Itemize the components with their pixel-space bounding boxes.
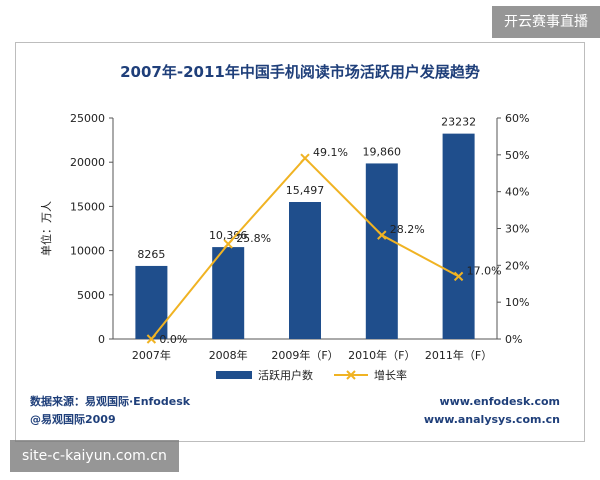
- y-tick-label-right: 40%: [505, 186, 529, 199]
- legend-label-line: 增长率: [374, 368, 407, 382]
- y-tick-label-left: 25000: [70, 112, 105, 125]
- y-tick-label-right: 20%: [505, 259, 529, 272]
- legend-marker-line: [346, 370, 356, 380]
- watermark-top-right: 开云赛事直播: [492, 6, 600, 38]
- bar-value-label: 15,497: [286, 184, 325, 197]
- y-axis-label: 单位：万人: [39, 201, 53, 256]
- growth-point-1: [223, 239, 233, 249]
- y-tick-label-left: 0: [98, 333, 105, 346]
- legend-swatch-bar: [216, 371, 252, 379]
- y-tick-label-left: 20000: [70, 156, 105, 169]
- growth-value-label: 17.0%: [467, 264, 502, 277]
- source-text: 数据来源：易观国际·Enfodesk: [30, 395, 191, 408]
- url-enfodesk: www.enfodesk.com: [439, 395, 560, 408]
- chart-svg: 0 5000 10000 15000 20000 25000 0% 10% 20% 30% 40% 5…: [39, 112, 529, 382]
- y-tick-label-right: 30%: [505, 223, 529, 236]
- footer-right: www.enfodesk.com www.analysys.com.cn: [424, 393, 560, 429]
- bar-3: [365, 163, 398, 339]
- copyright-text: @易观国际2009: [30, 413, 116, 426]
- growth-point-2: [300, 153, 310, 163]
- bar-2: [289, 202, 321, 339]
- growth-value-label: 28.2%: [390, 223, 425, 236]
- watermark-bottom-left: site-c-kaiyun.com.cn: [10, 440, 179, 472]
- x-tick-label: 2007年: [132, 348, 171, 362]
- growth-value-label: 0.0%: [159, 333, 187, 346]
- legend-label-bar: 活跃用户数: [258, 368, 313, 382]
- footer-left: 数据来源：易观国际·Enfodesk @易观国际2009: [30, 393, 190, 429]
- y-tick-label-right: 60%: [505, 112, 529, 125]
- growth-value-label: 49.1%: [313, 146, 348, 159]
- y-tick-label-left: 5000: [77, 289, 105, 302]
- growth-value-label: 25.8%: [236, 232, 271, 245]
- y-tick-label-right: 10%: [505, 296, 529, 309]
- chart-title: 2007年-2011年中国手机阅读市场活跃用户发展趋势: [120, 63, 480, 81]
- y-tick-label-right: 0%: [505, 333, 522, 346]
- y-tick-label-left: 15000: [70, 200, 105, 213]
- y-tick-label-left: 10000: [70, 245, 105, 258]
- bar-1: [212, 247, 245, 339]
- chart-frame: 2007年-2011年中国手机阅读市场活跃用户发展趋势 0 5000 10000 15…: [15, 42, 585, 442]
- bar-value-label: 23232: [441, 116, 476, 129]
- growth-point-3: [377, 230, 387, 240]
- growth-point-4: [453, 271, 464, 282]
- x-tick-label: 2010年（F）: [348, 348, 415, 362]
- growth-point-0: [146, 334, 157, 344]
- x-tick-label: 2008年: [209, 348, 248, 362]
- bar-0: [135, 265, 168, 339]
- bar-value-label: 19,860: [363, 145, 402, 158]
- url-analysys: www.analysys.com.cn: [423, 413, 560, 426]
- bar-value-label: 8265: [137, 248, 165, 261]
- x-tick-label: 2011年（F）: [425, 348, 492, 362]
- bar-4: [442, 133, 475, 339]
- x-tick-label: 2009年（F）: [271, 348, 338, 362]
- y-tick-label-right: 50%: [505, 149, 529, 162]
